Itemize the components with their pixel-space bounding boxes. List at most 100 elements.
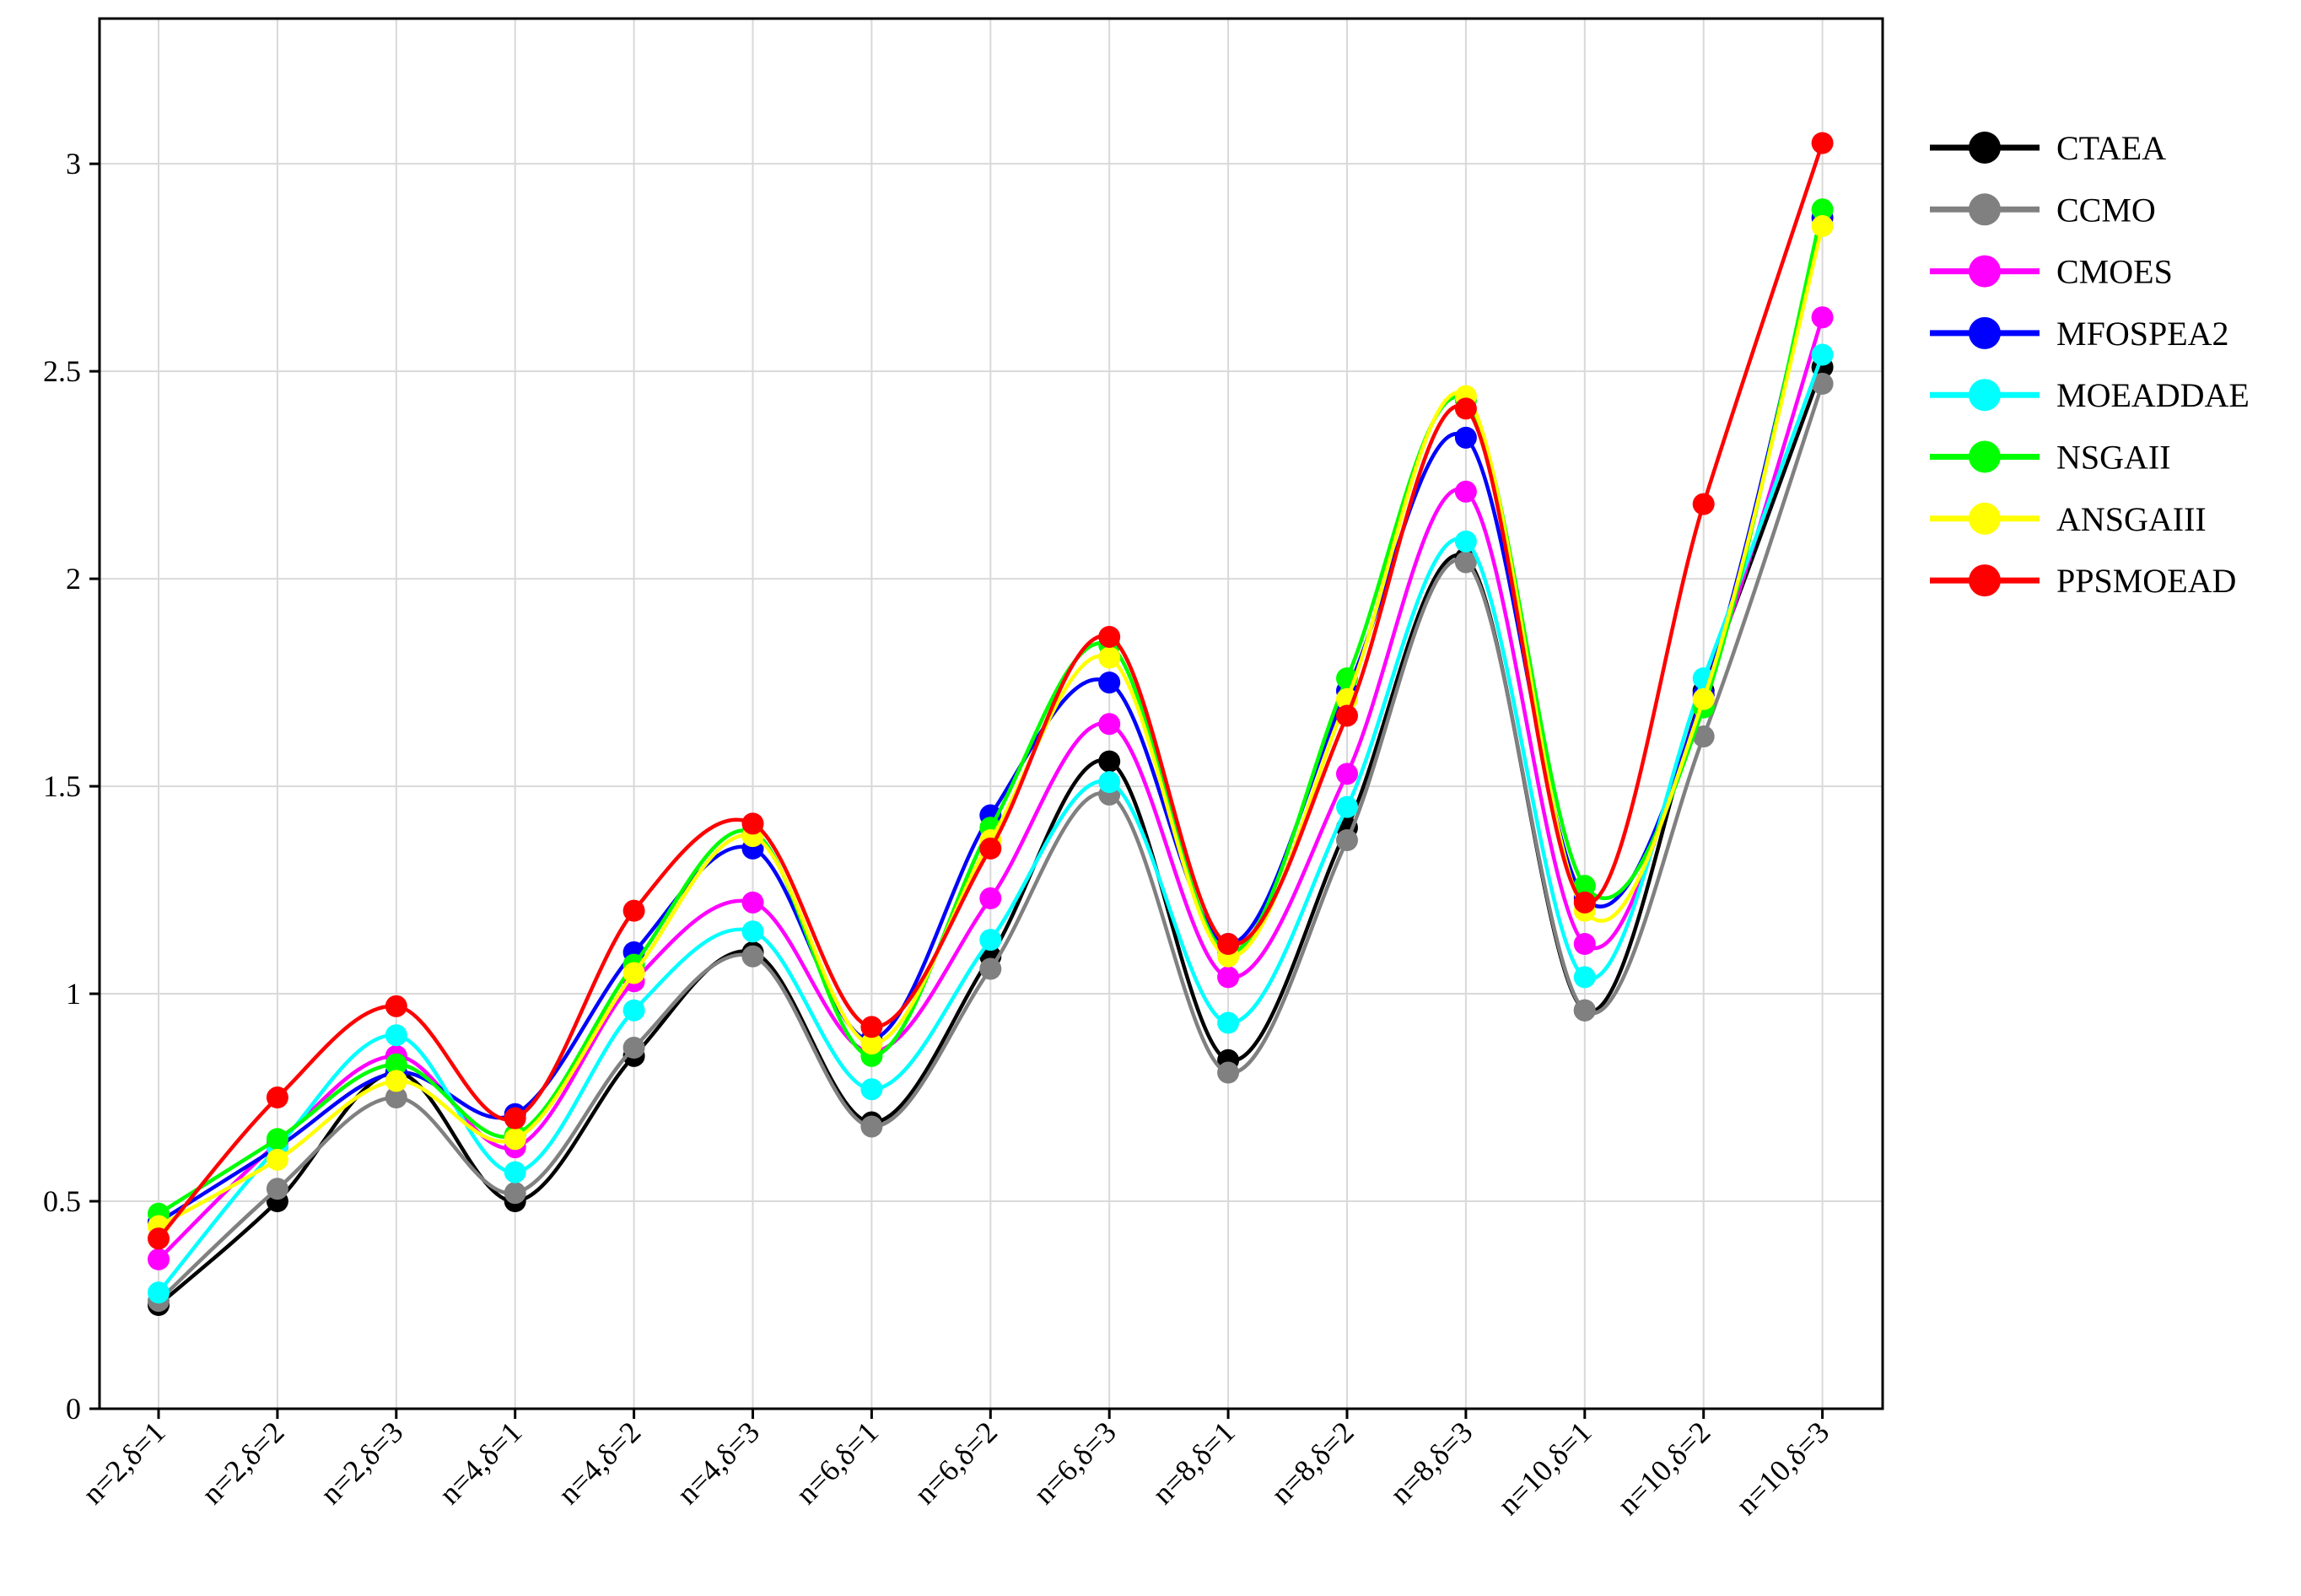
y-tick-label: 1.5 xyxy=(43,769,81,803)
data-point xyxy=(266,1128,288,1151)
data-point xyxy=(860,1016,883,1038)
data-point xyxy=(1692,725,1715,748)
data-point xyxy=(1811,306,1834,329)
data-point xyxy=(741,945,764,968)
data-point xyxy=(266,1178,288,1200)
data-point xyxy=(860,1115,883,1138)
data-point xyxy=(1454,397,1477,420)
data-point xyxy=(1336,829,1358,852)
series-moeaddae xyxy=(148,343,1834,1304)
data-point xyxy=(979,837,1002,860)
data-point xyxy=(860,1033,883,1055)
data-point xyxy=(1811,214,1834,237)
data-point xyxy=(385,1070,407,1092)
x-tick-label: n=2,δ=1 xyxy=(76,1415,172,1511)
data-point xyxy=(266,1148,288,1171)
legend-swatch-marker xyxy=(1969,255,2001,288)
data-point xyxy=(1336,763,1358,785)
data-point xyxy=(622,999,645,1022)
data-point xyxy=(1217,1061,1240,1084)
legend-label: CTAEA xyxy=(2056,129,2166,167)
x-tick-label: n=6,δ=1 xyxy=(789,1415,886,1511)
data-point xyxy=(1811,343,1834,366)
series-ppsmoead xyxy=(148,132,1834,1250)
legend-label: ANSGAIII xyxy=(2056,500,2207,538)
data-point xyxy=(1573,933,1596,956)
data-point xyxy=(504,1161,526,1184)
data-point xyxy=(741,812,764,835)
legend-label: MFOSPEA2 xyxy=(2056,315,2229,353)
data-point xyxy=(1336,704,1358,727)
data-point xyxy=(1454,480,1477,503)
data-point xyxy=(622,962,645,984)
data-point xyxy=(385,1086,407,1109)
legend: CTAEA CCMO CMOES MFOSPEA2 MOEADDAE NSGAII ANSG… xyxy=(1930,129,2250,600)
x-tick-label: n=8,δ=3 xyxy=(1383,1415,1479,1511)
y-tick-label: 2 xyxy=(66,562,81,596)
y-tick-label: 3 xyxy=(66,147,81,181)
legend-item: MFOSPEA2 xyxy=(1930,315,2229,353)
x-tick-label: n=4,δ=3 xyxy=(671,1415,767,1511)
data-point xyxy=(504,1107,526,1130)
data-point xyxy=(979,957,1002,980)
y-tick-label: 0.5 xyxy=(43,1184,81,1218)
y-tick-label: 2.5 xyxy=(43,354,81,388)
data-point xyxy=(1573,999,1596,1022)
data-point xyxy=(1454,530,1477,553)
data-point xyxy=(1811,372,1834,395)
data-point xyxy=(1098,671,1121,694)
data-point xyxy=(1573,875,1596,898)
x-tick-label: n=10,δ=3 xyxy=(1729,1415,1835,1521)
data-point xyxy=(1811,198,1834,221)
data-point xyxy=(741,891,764,914)
data-point xyxy=(741,920,764,943)
legend-item: NSGAII xyxy=(1930,439,2171,477)
data-point xyxy=(1098,713,1121,736)
data-point xyxy=(385,1053,407,1076)
x-tick-label: n=10,δ=1 xyxy=(1491,1415,1598,1521)
data-point xyxy=(1573,966,1596,989)
data-point xyxy=(1098,625,1121,648)
data-point xyxy=(148,1227,170,1250)
data-point xyxy=(860,1078,883,1101)
legend-swatch-marker xyxy=(1969,316,2001,349)
legend-swatch-marker xyxy=(1969,379,2001,412)
legend-label: PPSMOEAD xyxy=(2056,562,2236,600)
legend-item: MOEADDAE xyxy=(1930,376,2250,414)
data-point xyxy=(979,887,1002,909)
legend-item: ANSGAIII xyxy=(1930,500,2207,538)
data-point xyxy=(148,1281,170,1304)
data-point xyxy=(148,1248,170,1270)
x-tick-label: n=6,δ=3 xyxy=(1027,1415,1123,1511)
series-ccmo xyxy=(148,372,1834,1313)
legend-swatch-marker xyxy=(1969,440,2001,473)
x-tick-label: n=10,δ=2 xyxy=(1610,1415,1716,1521)
data-point xyxy=(1454,551,1477,574)
data-point xyxy=(1217,966,1240,989)
series-group xyxy=(148,132,1834,1317)
legend-swatch-marker xyxy=(1969,132,2001,164)
x-tick-label: n=6,δ=2 xyxy=(908,1415,1004,1511)
data-point xyxy=(385,1024,407,1047)
x-tick-label: n=2,δ=3 xyxy=(314,1415,410,1511)
data-point xyxy=(1098,771,1121,794)
data-point xyxy=(504,1182,526,1205)
data-point xyxy=(1454,426,1477,449)
legend-label: MOEADDAE xyxy=(2056,376,2250,414)
data-point xyxy=(622,899,645,922)
legend-swatch-marker xyxy=(1969,564,2001,597)
data-point xyxy=(622,1037,645,1060)
y-tick-label: 0 xyxy=(66,1392,81,1426)
x-tick-label: n=8,δ=2 xyxy=(1264,1415,1361,1511)
legend-swatch-marker xyxy=(1969,193,2001,226)
legend-swatch-marker xyxy=(1969,502,2001,535)
data-point xyxy=(1098,646,1121,669)
data-point xyxy=(266,1086,288,1109)
data-point xyxy=(1811,132,1834,154)
x-tick-label: n=2,δ=2 xyxy=(195,1415,291,1511)
legend-item: PPSMOEAD xyxy=(1930,562,2236,600)
data-point xyxy=(1217,1011,1240,1034)
data-point xyxy=(1336,795,1358,818)
data-point xyxy=(504,1128,526,1151)
data-point xyxy=(1692,493,1715,515)
